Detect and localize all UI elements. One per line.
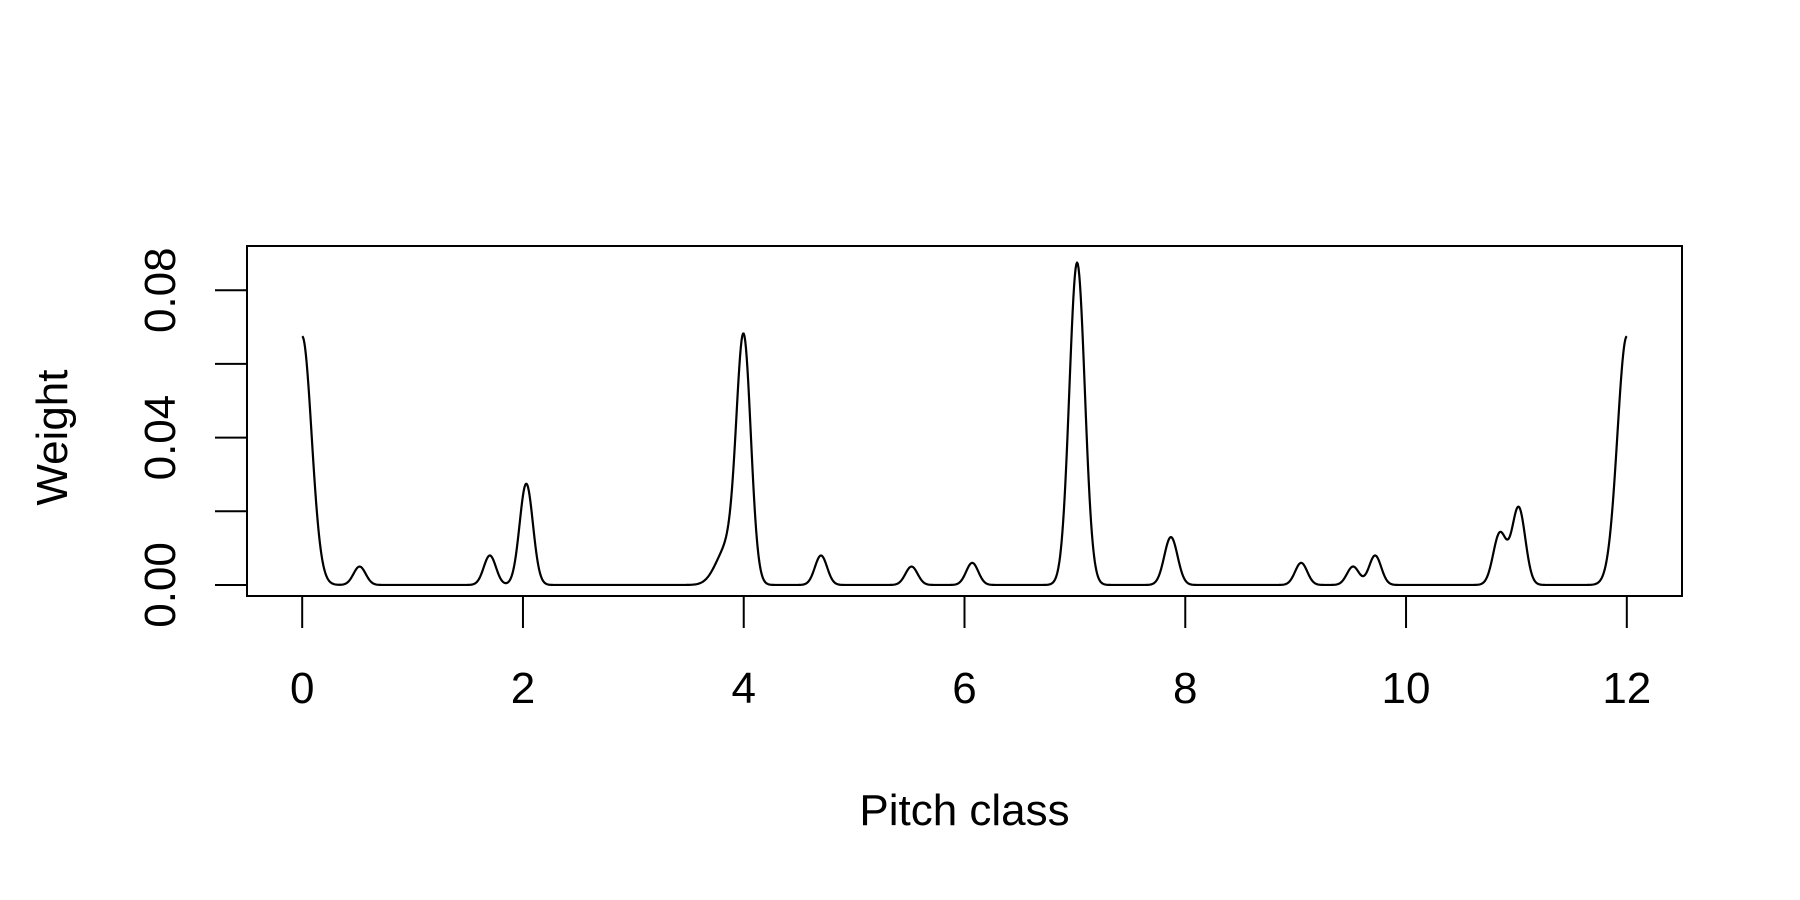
x-tick-label: 12 [1602,664,1651,713]
x-tick-label: 0 [290,664,314,713]
x-tick-label: 2 [511,664,535,713]
x-tick-label: 8 [1173,664,1197,713]
y-tick-label: 0.08 [136,247,185,333]
y-tick-label: 0.00 [136,542,185,628]
series-line [301,261,1628,587]
y-tick-label: 0.04 [136,395,185,481]
x-tick-label: 10 [1382,664,1431,713]
x-axis: 0 2 4 6 8 10 12 [290,595,1651,713]
x-tick-label: 4 [731,664,755,713]
y-axis: 0.00 0.04 0.08 [136,247,248,628]
x-tick-label: 6 [952,664,976,713]
x-axis-label: Pitch class [859,786,1069,835]
y-axis-label: Weight [28,370,77,506]
plot-frame [246,245,1683,597]
